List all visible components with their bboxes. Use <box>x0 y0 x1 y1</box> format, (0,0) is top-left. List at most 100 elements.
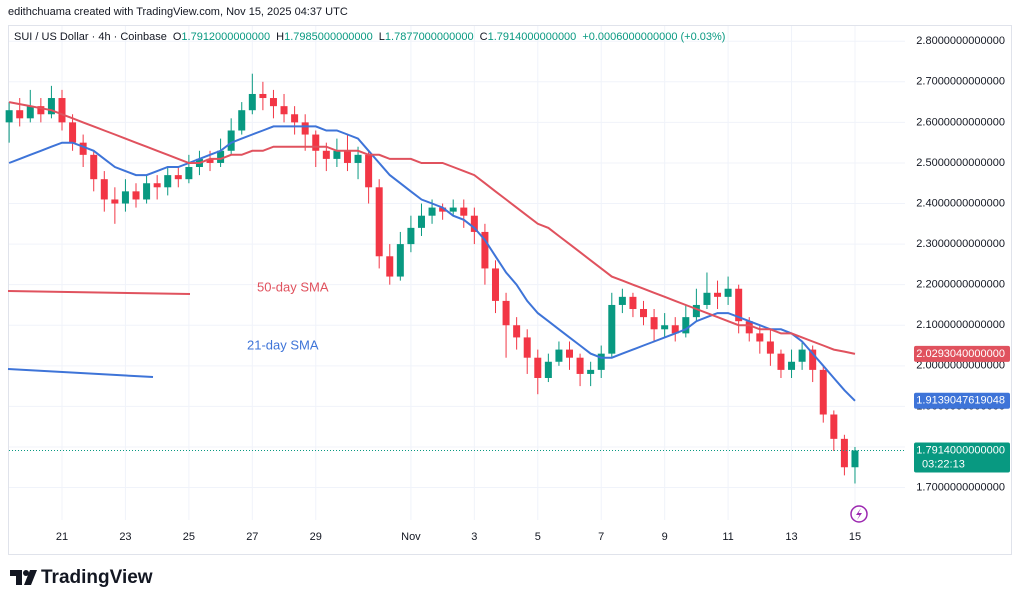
candle-body <box>587 369 595 374</box>
annotation: 21-day SMA <box>247 337 319 352</box>
price-tag <box>914 442 1010 473</box>
candle-body <box>386 256 394 277</box>
candle-body <box>396 244 404 277</box>
candle-body <box>47 98 55 115</box>
candle-body <box>608 304 616 354</box>
candle-body <box>830 414 838 439</box>
candle-body <box>576 357 584 374</box>
candle-body <box>735 288 743 322</box>
candle-body <box>100 179 108 200</box>
legend-item: +0.0006000000000 (+0.03%) <box>582 31 725 43</box>
candle-body <box>523 337 531 358</box>
candle-body <box>460 207 468 216</box>
candle-body <box>143 183 151 200</box>
candle-body <box>809 349 817 370</box>
price-countdown: 03:22:13 <box>922 458 965 470</box>
candle-body <box>428 207 436 216</box>
candle-body <box>439 207 447 212</box>
candle-body <box>714 292 722 297</box>
candle-body <box>449 207 457 212</box>
candle-body <box>248 93 256 111</box>
x-tick-label: 3 <box>471 531 477 543</box>
alert-icon[interactable] <box>850 505 868 523</box>
candle-body <box>777 353 785 370</box>
candle-body <box>788 361 796 370</box>
candle-body <box>269 98 277 107</box>
candle-body <box>69 122 77 143</box>
candle-body <box>312 134 320 151</box>
y-tick-label: 2.3000000000000 <box>916 238 1005 250</box>
sma-line <box>8 101 856 355</box>
candle-body <box>16 110 24 119</box>
candle-body <box>851 450 859 468</box>
candle-body <box>566 349 574 358</box>
candle-body <box>534 357 542 378</box>
symbol-legend: SUI / US Dollar · 4h · Coinbase O1.791200… <box>14 31 725 43</box>
legend-item: L <box>379 31 385 43</box>
price-tag-label: 1.9139047619048 <box>916 395 1005 407</box>
logo-text: TradingView <box>41 567 153 588</box>
credit: edithchuama created with TradingView.com… <box>8 6 348 18</box>
x-tick-label: 7 <box>598 531 604 543</box>
legend-item: 1.7914000000000 <box>488 31 577 43</box>
y-tick-label: 2.5000000000000 <box>916 157 1005 169</box>
x-tick-label: 13 <box>785 531 797 543</box>
price-tag <box>914 345 1010 362</box>
y-tick-label: 2.0000000000000 <box>916 360 1005 372</box>
candle-body <box>333 150 341 159</box>
candle-body <box>502 300 510 326</box>
candle-body <box>671 325 679 334</box>
price-tag <box>914 392 1010 409</box>
candle-body <box>132 191 140 200</box>
candle-body <box>618 296 626 305</box>
y-tick-label: 2.7000000000000 <box>916 76 1005 88</box>
candle-body <box>174 175 182 180</box>
candle-body <box>90 154 98 180</box>
candle-body <box>238 110 246 131</box>
legend-item: C <box>480 31 488 43</box>
x-tick-label: 23 <box>119 531 131 543</box>
candle-body <box>682 317 690 334</box>
alert-icon-bolt <box>856 508 862 520</box>
candle-body <box>301 122 309 135</box>
y-tick-label: 2.6000000000000 <box>916 116 1005 128</box>
candle-body <box>322 150 330 159</box>
x-tick-label: 25 <box>183 531 195 543</box>
candle-body <box>544 361 552 378</box>
candle-body <box>280 106 288 115</box>
annotation-line <box>7 368 154 378</box>
candle-body <box>597 353 605 370</box>
candle-body <box>798 349 806 362</box>
candle-body <box>819 369 827 415</box>
y-tick-label: 2.1000000000000 <box>916 319 1005 331</box>
candle-body <box>513 325 521 338</box>
candle-body <box>481 231 489 269</box>
y-tick-label: 2.4000000000000 <box>916 197 1005 209</box>
candle-body <box>692 304 700 318</box>
legend-item: H <box>276 31 284 43</box>
candle-body <box>766 341 774 354</box>
candle-body <box>640 309 648 318</box>
x-tick-label: 5 <box>535 531 541 543</box>
candle-body <box>153 183 161 188</box>
candle-body <box>629 296 637 310</box>
price-tag-label: 2.0293040000000 <box>916 348 1005 360</box>
candle-body <box>703 292 711 305</box>
price-tag-label: 1.7914000000000 <box>916 444 1005 456</box>
sma-line <box>8 125 856 402</box>
candle-body <box>37 106 45 115</box>
candle-body <box>756 333 764 342</box>
candle-body <box>365 154 373 188</box>
candle-body <box>724 288 732 297</box>
candle-body <box>26 106 34 119</box>
legend-item: 1.7912000000000 <box>181 31 270 43</box>
y-tick-label: 2.8000000000000 <box>916 35 1005 47</box>
x-tick-label: Nov <box>401 531 421 543</box>
legend-item: 1.7877000000000 <box>385 31 474 43</box>
y-tick-label: 2.2000000000000 <box>916 279 1005 291</box>
candle-body <box>661 325 669 330</box>
legend-item: O <box>173 31 182 43</box>
annotation-line <box>7 290 191 295</box>
